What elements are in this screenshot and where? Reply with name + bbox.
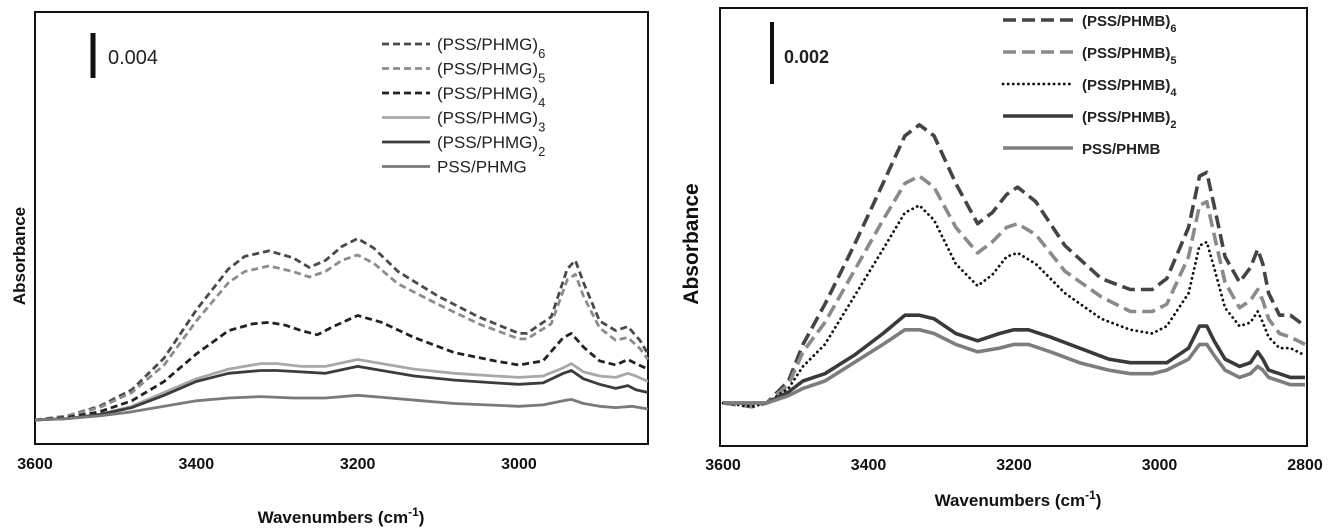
series-line-5: [34, 253, 650, 422]
right-plot-frame: [719, 7, 1308, 447]
right-panel: Absorbance Wavenumbers (cm-1) 0.002 3600…: [680, 7, 1323, 510]
right-y-axis-label: Absorbance: [680, 183, 703, 304]
series-line-2: [34, 365, 649, 422]
legend-label: (PSS/PHMB)2: [1082, 109, 1176, 131]
x-tick-label: 3600: [705, 457, 741, 474]
legend-label: PSS/PHMG: [437, 158, 527, 177]
legend-label: (PSS/PHMG)2: [437, 133, 545, 159]
series-line-2: [723, 313, 1305, 405]
right-x-axis-label: Wavenumbers (cm-1): [935, 488, 1102, 510]
legend-label: (PSS/PHMG)3: [437, 109, 545, 135]
legend-label: (PSS/PHMB)4: [1082, 77, 1177, 99]
series-line-4: [721, 204, 1307, 409]
x-tick-label: 3400: [179, 456, 215, 473]
series-line-1: [723, 328, 1305, 405]
legend-label: (PSS/PHMB)6: [1082, 13, 1176, 35]
left-scale-bar-label: 0.004: [108, 47, 158, 69]
left-y-axis-label: Absorbance: [10, 207, 29, 305]
series-line-1: [34, 393, 649, 422]
legend-label: (PSS/PHMG)6: [437, 35, 545, 61]
legend-label: (PSS/PHMB)5: [1082, 45, 1176, 67]
series-line-6: [722, 123, 1307, 409]
series-line-3: [34, 358, 649, 422]
legend-label: (PSS/PHMG)5: [437, 60, 545, 86]
x-tick-label: 3400: [851, 457, 887, 474]
series-line-4: [34, 314, 649, 422]
legend-label: PSS/PHMB: [1082, 141, 1161, 158]
x-tick-label: 3200: [996, 457, 1032, 474]
series-line-5: [722, 174, 1306, 409]
left-plot-frame: [34, 11, 649, 445]
x-tick-label: 3000: [1142, 457, 1178, 474]
x-tick-label: 2800: [1287, 457, 1323, 474]
x-tick-label: 3200: [340, 456, 376, 473]
x-tick-label: 3000: [501, 456, 537, 473]
right-scale-bar-label: 0.002: [784, 47, 829, 67]
left-x-axis-label: Wavenumbers (cm-1): [258, 505, 425, 527]
series-line-6: [34, 237, 650, 422]
left-panel: Absorbance Wavenumbers (cm-1) 0.004 3600…: [10, 11, 650, 527]
x-tick-label: 3600: [17, 456, 53, 473]
legend-label: (PSS/PHMG)4: [437, 84, 545, 110]
